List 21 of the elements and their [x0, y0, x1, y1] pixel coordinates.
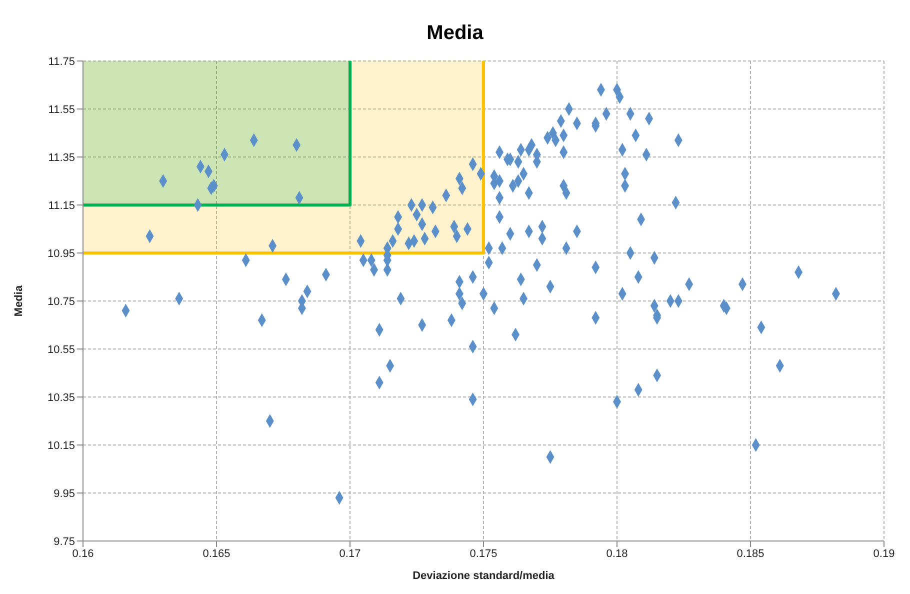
y-tick-label: 9.75: [54, 536, 75, 548]
y-tick-label: 10.75: [47, 296, 75, 308]
y-axis-title: Media: [12, 284, 25, 317]
y-tick-label: 11.75: [48, 56, 75, 68]
x-tick-label: 0.18: [606, 548, 628, 560]
x-tick-label: 0.185: [736, 548, 764, 560]
y-tick-label: 11.15: [48, 200, 75, 212]
y-tick-label: 10.95: [47, 248, 75, 260]
x-tick-label: 0.165: [202, 548, 230, 560]
y-tick-label: 11.35: [48, 152, 75, 164]
chart-title: Media: [426, 22, 484, 45]
x-tick-label: 0.19: [873, 548, 895, 560]
x-tick-label: 0.17: [339, 548, 361, 560]
x-tick-label: 0.16: [72, 548, 94, 560]
y-tick-label: 11.55: [48, 104, 75, 116]
y-tick-label: 10.55: [47, 344, 75, 356]
y-tick-label: 9.95: [54, 488, 75, 500]
y-tick-label: 10.15: [47, 440, 75, 452]
x-tick-label: 0.175: [470, 548, 498, 560]
y-tick-label: 10.35: [47, 392, 75, 404]
x-axis-title: Deviazione standard/media: [412, 570, 556, 582]
